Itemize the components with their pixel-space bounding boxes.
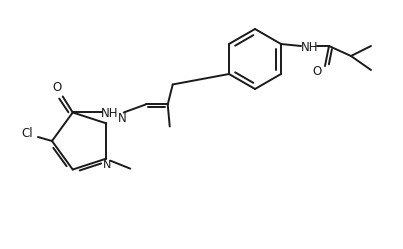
Text: N: N xyxy=(118,112,127,125)
Text: O: O xyxy=(52,81,61,94)
Text: NH: NH xyxy=(101,107,118,120)
Text: N: N xyxy=(103,160,112,170)
Text: O: O xyxy=(312,64,322,77)
Text: NH: NH xyxy=(301,41,319,54)
Text: Cl: Cl xyxy=(21,126,33,139)
